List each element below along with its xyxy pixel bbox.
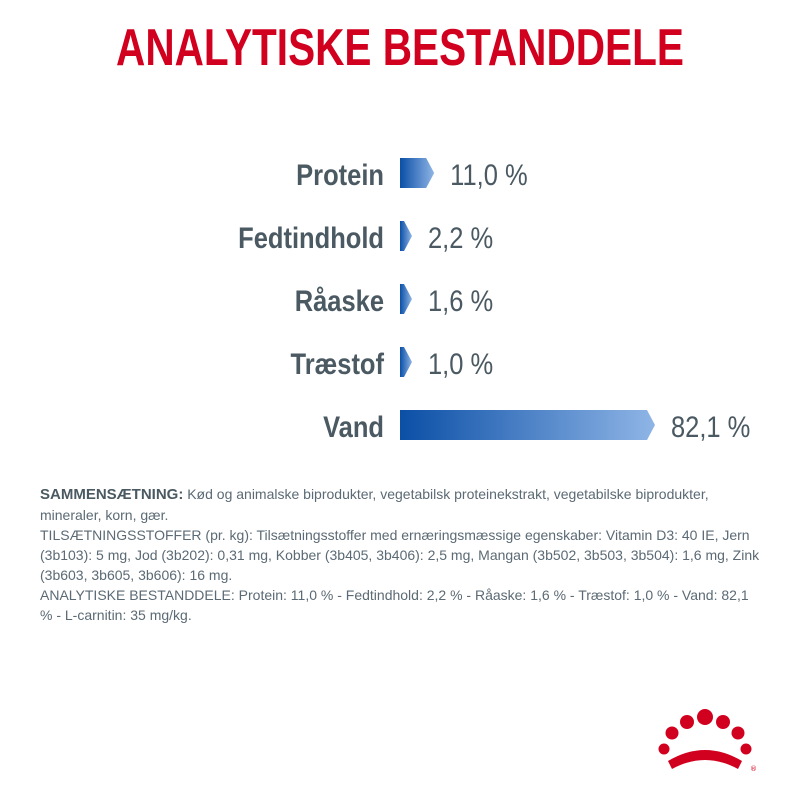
page-title: ANALYTISKE BESTANDDELE: [116, 19, 684, 77]
bar: [400, 221, 412, 251]
ingredients-text: Kød og animalske biprodukter, vegetabils…: [40, 486, 709, 523]
crown-icon: ®: [658, 709, 757, 773]
category-label: Vand: [323, 410, 384, 443]
value-label: 1,6 %: [428, 284, 493, 317]
value-label: 1,0 %: [428, 347, 493, 380]
category-label: Råaske: [295, 284, 384, 317]
category-label: Træstof: [291, 347, 385, 380]
value-label: 11,0 %: [450, 158, 527, 191]
bar: [400, 284, 412, 314]
bar: [400, 347, 412, 377]
category-label: Fedtindhold: [238, 221, 384, 254]
composition-heading: SAMMENSÆTNING:: [40, 486, 184, 503]
bar: [400, 410, 655, 440]
additives-text: TILSÆTNINGSSTOFFER (pr. kg): Tilsætnings…: [40, 527, 760, 583]
analysis-bar-chart: Protein 11,0 % Fedtindhold 2,2 % Råaske 1,6 %…: [238, 158, 750, 443]
value-label: 82,1 %: [671, 410, 750, 443]
category-label: Protein: [296, 158, 384, 191]
ingredients-paragraph: SAMMENSÆTNING: Kød og animalske biproduk…: [40, 484, 760, 525]
value-label: 2,2 %: [428, 221, 493, 254]
svg-text:®: ®: [750, 765, 757, 773]
analysis-text: ANALYTISKE BESTANDDELE: Protein: 11,0 % …: [40, 587, 749, 623]
composition-text: SAMMENSÆTNING: Kød og animalske biproduk…: [40, 484, 760, 625]
bar: [400, 158, 435, 188]
